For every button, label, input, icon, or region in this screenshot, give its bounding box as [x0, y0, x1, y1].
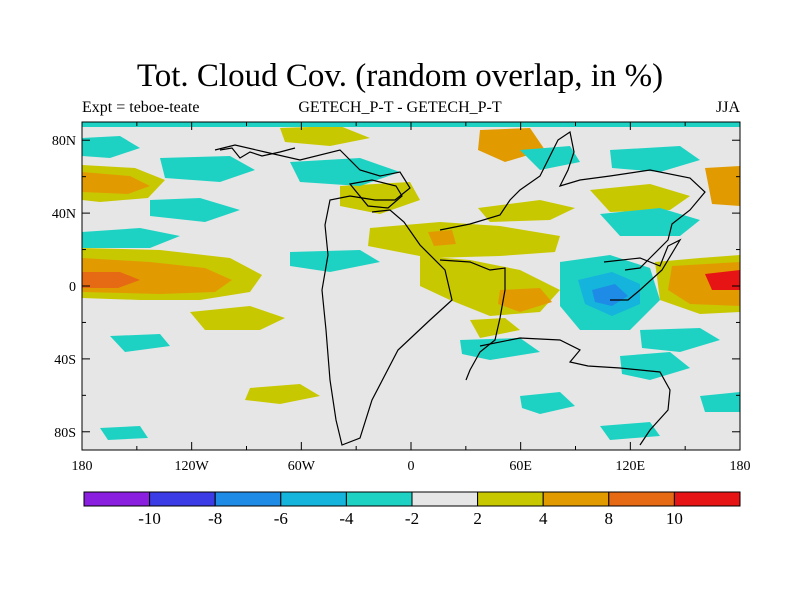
colorbar-label: -4: [339, 509, 354, 528]
colorbar-swatch: [542, 491, 610, 507]
anomaly-cyan-far-south: [700, 392, 740, 412]
anomaly-cyan-east-north: [600, 208, 700, 236]
colorbar-swatch: [477, 491, 544, 507]
anomaly-yellow-north-siberia: [590, 184, 690, 212]
anomaly-cyan-asia: [610, 146, 700, 172]
anomaly-cyan-eastern-pacific: [290, 250, 380, 272]
y-tick-label: 0: [69, 280, 76, 295]
anomaly-yellow-pacific-south: [190, 306, 285, 330]
coast-eurasia: [439, 131, 706, 271]
colorbar-label: -10: [138, 509, 161, 528]
anomaly-patches: [82, 122, 740, 440]
chart-title: Tot. Cloud Cov. (random overlap, in %): [136, 58, 664, 94]
colorbar-swatch: [149, 491, 216, 507]
anomaly-cyan-north-pacific: [82, 136, 140, 158]
x-tick-label: 120W: [175, 459, 210, 474]
anomaly-red-west-equator: [82, 272, 140, 288]
x-tick-label: 60W: [288, 459, 316, 474]
anomaly-yellow-south-mid: [245, 384, 320, 404]
coastlines: [214, 131, 706, 446]
anomaly-yellow-south-atlantic: [470, 318, 520, 338]
map-panel: [82, 122, 740, 450]
anomaly-cyan-west-band: [82, 228, 180, 248]
anomaly-cyan-north-america: [290, 158, 400, 186]
colorbar: -10 -8 -6 -4 -2 2 4 8 10: [83, 491, 741, 528]
x-tick-label: 60E: [509, 459, 532, 474]
y-tick-label: 40S: [54, 353, 76, 368]
anomaly-cyan-north-europe: [520, 146, 580, 170]
anomaly-cyan-south-5: [100, 426, 148, 440]
coast-arctic-islands: [219, 147, 296, 159]
x-tick-label: 120E: [616, 459, 646, 474]
coast-asia-islands: [603, 238, 682, 301]
y-tick-label: 80S: [54, 426, 76, 441]
colorbar-label: 8: [605, 509, 614, 528]
axes: 180 120W 60W 0 60E 120E 180 80N 40N 0 40S 80S: [52, 122, 751, 474]
anomaly-orange-east-north: [705, 166, 740, 206]
anomaly-cyan-mid-pacific-1: [160, 156, 255, 182]
anomaly-yellow-north-atlantic: [368, 222, 560, 258]
x-tick-label: 180: [730, 459, 751, 474]
colorbar-swatch: [83, 491, 151, 507]
colorbar-swatch: [214, 491, 282, 507]
anomaly-cyan-south-2: [460, 338, 540, 360]
coast-southern: [479, 337, 671, 446]
anomaly-cyan-south-3: [620, 352, 690, 380]
anomaly-orange-north-atlantic: [428, 230, 456, 246]
colorbar-label: 10: [666, 509, 683, 528]
colorbar-label: -2: [405, 509, 419, 528]
colorbar-swatch: [608, 491, 675, 507]
anomaly-cyan-south-6: [600, 422, 660, 440]
model-label: GETECH_P-T - GETECH_P-T: [298, 99, 502, 116]
y-tick-label: 80N: [52, 134, 76, 149]
coast-americas: [214, 144, 453, 446]
anomaly-cyan-south-east: [640, 328, 720, 352]
anomaly-yellow-arctic: [280, 126, 370, 146]
colorbar-label: -8: [208, 509, 222, 528]
colorbar-label: -6: [274, 509, 288, 528]
colorbar-swatch: [673, 491, 741, 507]
y-tick-label: 40N: [52, 207, 76, 222]
colorbar-label: 4: [539, 509, 548, 528]
colorbar-label: 2: [473, 509, 482, 528]
anomaly-yellow-canada: [340, 182, 420, 214]
season-label: JJA: [715, 99, 740, 116]
experiment-label: Expt = teboe-teate: [82, 99, 200, 116]
coast-greenland: [348, 179, 403, 209]
anomaly-cyan-mid-pacific-2: [150, 198, 240, 222]
anomaly-yellow-europe: [478, 200, 575, 222]
colorbar-swatch: [411, 491, 479, 507]
x-tick-label: 0: [408, 459, 415, 474]
anomaly-cyan-south-1: [110, 334, 170, 352]
anomaly-red-east-equator: [705, 270, 740, 290]
colorbar-swatch: [280, 491, 347, 507]
colorbar-swatch: [345, 491, 413, 507]
anomaly-orange-west-north: [82, 172, 150, 194]
anomaly-orange-africa: [498, 288, 552, 312]
coast-africa: [439, 259, 506, 381]
anomaly-cyan-south-4: [520, 392, 575, 414]
x-tick-label: 180: [72, 459, 93, 474]
